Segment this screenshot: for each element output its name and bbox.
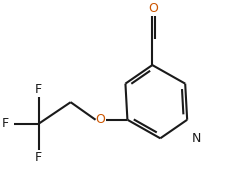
Text: O: O bbox=[96, 113, 106, 126]
Text: F: F bbox=[2, 117, 9, 130]
Text: F: F bbox=[35, 83, 42, 96]
Text: N: N bbox=[192, 132, 201, 145]
Text: O: O bbox=[148, 2, 158, 15]
Text: F: F bbox=[35, 151, 42, 164]
